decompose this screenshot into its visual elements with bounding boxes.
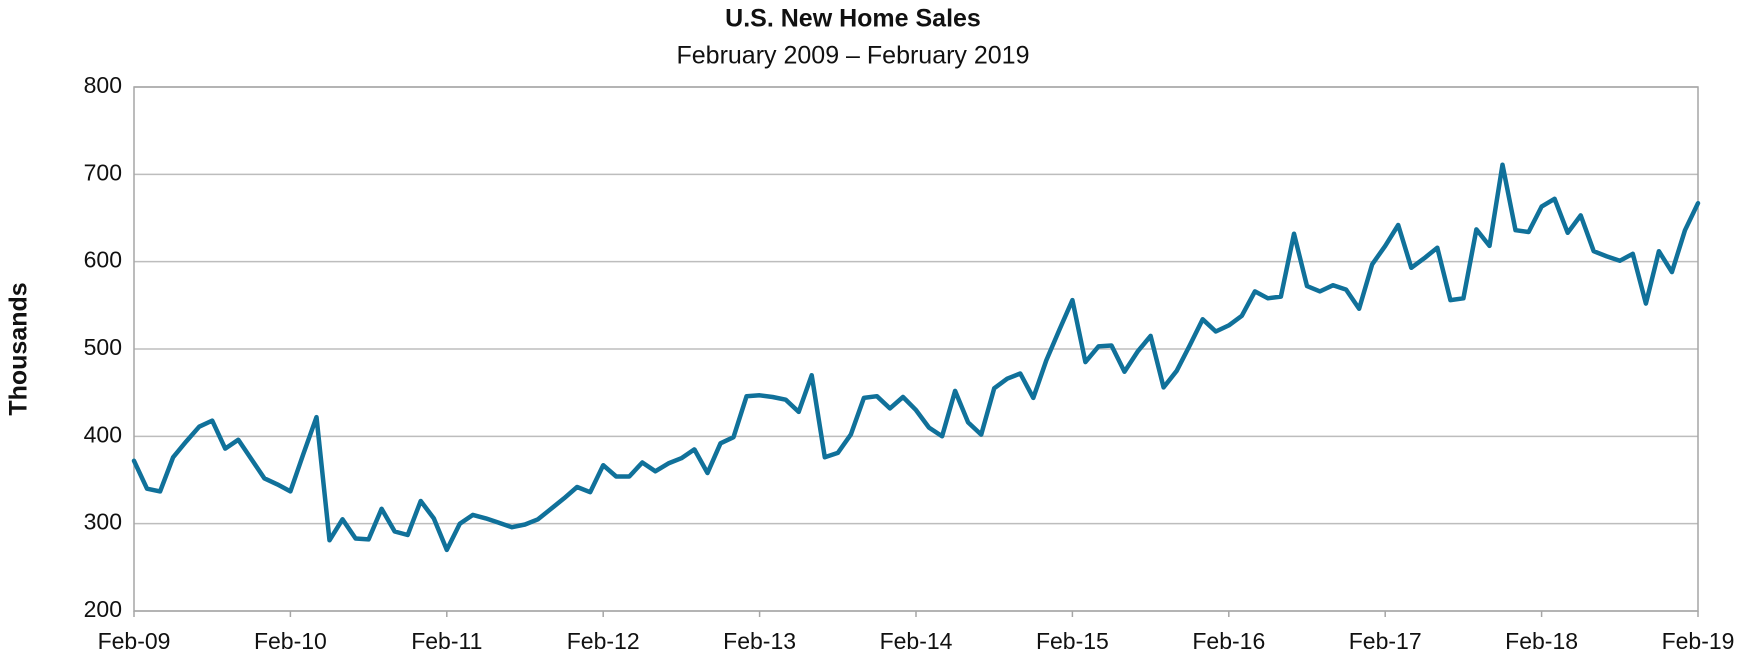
x-tick-label: Feb-09 bbox=[98, 628, 171, 654]
x-tick-label: Feb-13 bbox=[723, 628, 796, 654]
x-tick-label: Feb-15 bbox=[1036, 628, 1109, 654]
y-tick-label: 400 bbox=[84, 421, 122, 447]
line-series bbox=[131, 162, 1701, 553]
y-tick-label: 800 bbox=[84, 72, 122, 98]
x-tick-label: Feb-11 bbox=[411, 628, 482, 654]
x-tick-label: Feb-19 bbox=[1662, 628, 1735, 654]
x-tick-label: Feb-16 bbox=[1192, 628, 1265, 654]
x-tick-label: Feb-14 bbox=[880, 628, 953, 654]
x-tick-label: Feb-10 bbox=[254, 628, 327, 654]
x-tick-label: Feb-18 bbox=[1505, 628, 1578, 654]
y-tick-label: 500 bbox=[84, 334, 122, 360]
x-tick-label: Feb-12 bbox=[567, 628, 640, 654]
x-tick-label: Feb-17 bbox=[1349, 628, 1422, 654]
y-tick-label: 600 bbox=[84, 247, 122, 273]
y-axis-label: Thousands bbox=[5, 282, 33, 415]
chart-subtitle: February 2009 – February 2019 bbox=[677, 42, 1030, 70]
y-tick-label: 200 bbox=[84, 596, 122, 622]
y-tick-label: 300 bbox=[84, 509, 122, 535]
chart-title: U.S. New Home Sales bbox=[725, 5, 981, 33]
y-tick-label: 700 bbox=[84, 159, 122, 185]
